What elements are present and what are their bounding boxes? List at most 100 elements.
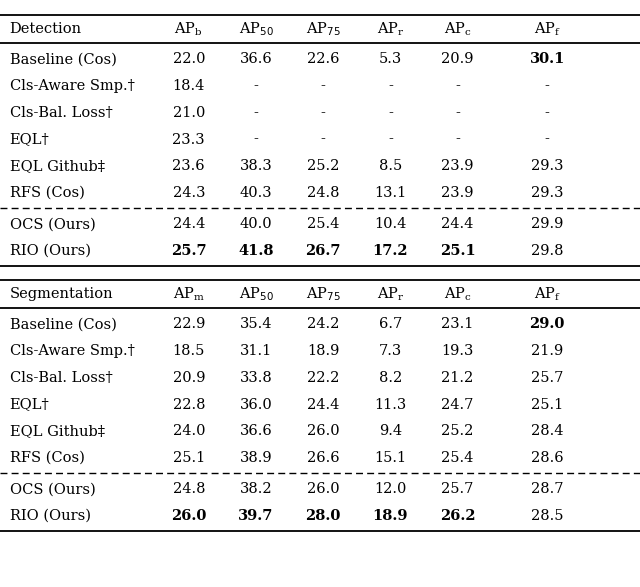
- Text: -: -: [455, 106, 460, 120]
- Text: EQL†: EQL†: [10, 133, 49, 147]
- Text: 24.3: 24.3: [173, 186, 205, 200]
- Text: 36.0: 36.0: [239, 397, 273, 411]
- Text: 26.0: 26.0: [171, 509, 207, 523]
- Text: Cls-Aware Smp.†: Cls-Aware Smp.†: [10, 344, 134, 358]
- Text: 22.2: 22.2: [307, 371, 339, 385]
- Text: AP$_{50}$: AP$_{50}$: [239, 285, 273, 303]
- Text: AP$_{75}$: AP$_{75}$: [306, 285, 340, 303]
- Text: 18.5: 18.5: [173, 344, 205, 358]
- Text: 22.0: 22.0: [173, 52, 205, 66]
- Text: 24.4: 24.4: [173, 217, 205, 231]
- Text: 22.8: 22.8: [173, 397, 205, 411]
- Text: 25.1: 25.1: [173, 451, 205, 465]
- Text: -: -: [388, 133, 393, 147]
- Text: 33.8: 33.8: [239, 371, 273, 385]
- Text: -: -: [455, 79, 460, 93]
- Text: 21.0: 21.0: [173, 106, 205, 120]
- Text: 40.3: 40.3: [240, 186, 272, 200]
- Text: AP$_{\mathregular{r}}$: AP$_{\mathregular{r}}$: [376, 285, 404, 303]
- Text: 21.9: 21.9: [531, 344, 563, 358]
- Text: 28.6: 28.6: [531, 451, 563, 465]
- Text: 29.8: 29.8: [531, 244, 563, 258]
- Text: 29.3: 29.3: [531, 186, 563, 200]
- Text: AP$_{\mathregular{c}}$: AP$_{\mathregular{c}}$: [444, 21, 472, 38]
- Text: -: -: [545, 106, 550, 120]
- Text: 40.0: 40.0: [240, 217, 272, 231]
- Text: 10.4: 10.4: [374, 217, 406, 231]
- Text: 23.9: 23.9: [442, 159, 474, 173]
- Text: 25.7: 25.7: [442, 483, 474, 497]
- Text: AP$_{\mathregular{r}}$: AP$_{\mathregular{r}}$: [376, 21, 404, 38]
- Text: 18.9: 18.9: [307, 344, 339, 358]
- Text: 25.2: 25.2: [442, 424, 474, 438]
- Text: -: -: [388, 106, 393, 120]
- Text: AP$_{\mathregular{f}}$: AP$_{\mathregular{f}}$: [534, 285, 561, 303]
- Text: -: -: [388, 79, 393, 93]
- Text: 21.2: 21.2: [442, 371, 474, 385]
- Text: 28.0: 28.0: [305, 509, 341, 523]
- Text: -: -: [321, 133, 326, 147]
- Text: RIO (Ours): RIO (Ours): [10, 244, 91, 258]
- Text: OCS (Ours): OCS (Ours): [10, 483, 95, 497]
- Text: 20.9: 20.9: [173, 371, 205, 385]
- Text: 36.6: 36.6: [239, 424, 273, 438]
- Text: 24.8: 24.8: [307, 186, 339, 200]
- Text: 25.7: 25.7: [171, 244, 207, 258]
- Text: 24.4: 24.4: [307, 397, 339, 411]
- Text: EQL†: EQL†: [10, 397, 49, 411]
- Text: 36.6: 36.6: [239, 52, 273, 66]
- Text: 35.4: 35.4: [240, 318, 272, 332]
- Text: 24.0: 24.0: [173, 424, 205, 438]
- Text: OCS (Ours): OCS (Ours): [10, 217, 95, 231]
- Text: 17.2: 17.2: [372, 244, 408, 258]
- Text: 18.4: 18.4: [173, 79, 205, 93]
- Text: 19.3: 19.3: [442, 344, 474, 358]
- Text: AP$_{\mathregular{f}}$: AP$_{\mathregular{f}}$: [534, 21, 561, 38]
- Text: 29.3: 29.3: [531, 159, 563, 173]
- Text: AP$_{75}$: AP$_{75}$: [306, 21, 340, 38]
- Text: AP$_{\mathregular{b}}$: AP$_{\mathregular{b}}$: [175, 21, 203, 38]
- Text: -: -: [253, 106, 259, 120]
- Text: AP$_{\mathregular{c}}$: AP$_{\mathregular{c}}$: [444, 285, 472, 303]
- Text: -: -: [545, 79, 550, 93]
- Text: 5.3: 5.3: [379, 52, 402, 66]
- Text: 25.2: 25.2: [307, 159, 339, 173]
- Text: 26.7: 26.7: [305, 244, 341, 258]
- Text: Baseline (Cos): Baseline (Cos): [10, 318, 116, 332]
- Text: 25.4: 25.4: [442, 451, 474, 465]
- Text: -: -: [455, 133, 460, 147]
- Text: -: -: [321, 79, 326, 93]
- Text: AP$_{\mathregular{m}}$: AP$_{\mathregular{m}}$: [173, 285, 205, 303]
- Text: AP$_{50}$: AP$_{50}$: [239, 21, 273, 38]
- Text: 26.6: 26.6: [307, 451, 339, 465]
- Text: RFS (Cos): RFS (Cos): [10, 186, 84, 200]
- Text: Cls-Aware Smp.†: Cls-Aware Smp.†: [10, 79, 134, 93]
- Text: 23.3: 23.3: [173, 133, 205, 147]
- Text: 28.4: 28.4: [531, 424, 563, 438]
- Text: 8.2: 8.2: [379, 371, 402, 385]
- Text: 28.7: 28.7: [531, 483, 563, 497]
- Text: 18.9: 18.9: [372, 509, 408, 523]
- Text: RFS (Cos): RFS (Cos): [10, 451, 84, 465]
- Text: EQL Github‡: EQL Github‡: [10, 424, 104, 438]
- Text: 25.4: 25.4: [307, 217, 339, 231]
- Text: 24.7: 24.7: [442, 397, 474, 411]
- Text: Detection: Detection: [10, 22, 82, 36]
- Text: 38.2: 38.2: [240, 483, 272, 497]
- Text: 29.0: 29.0: [529, 318, 565, 332]
- Text: 38.3: 38.3: [239, 159, 273, 173]
- Text: 38.9: 38.9: [240, 451, 272, 465]
- Text: 26.2: 26.2: [440, 509, 476, 523]
- Text: Cls-Bal. Loss†: Cls-Bal. Loss†: [10, 106, 113, 120]
- Text: 22.9: 22.9: [173, 318, 205, 332]
- Text: 28.5: 28.5: [531, 509, 563, 523]
- Text: RIO (Ours): RIO (Ours): [10, 509, 91, 523]
- Text: -: -: [253, 133, 259, 147]
- Text: 25.1: 25.1: [531, 397, 563, 411]
- Text: 20.9: 20.9: [442, 52, 474, 66]
- Text: 24.8: 24.8: [173, 483, 205, 497]
- Text: 12.0: 12.0: [374, 483, 406, 497]
- Text: 13.1: 13.1: [374, 186, 406, 200]
- Text: Segmentation: Segmentation: [10, 288, 113, 301]
- Text: 24.4: 24.4: [442, 217, 474, 231]
